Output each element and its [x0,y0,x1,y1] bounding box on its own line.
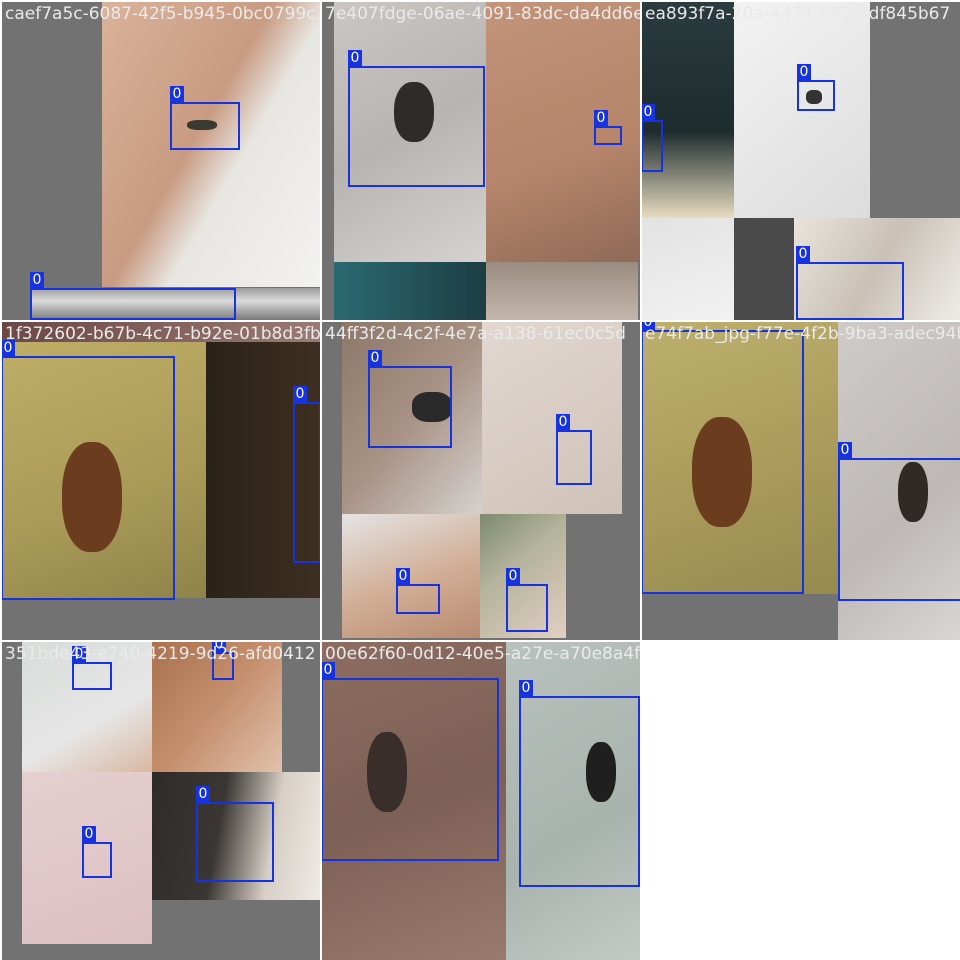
bbox: 0 [30,272,236,320]
bbox-class-label: 0 [519,680,533,697]
bbox: 0 [322,662,499,861]
mosquito-image [187,120,217,130]
bbox: 0 [2,340,175,600]
bbox-class-label: 0 [322,662,335,679]
bbox-class-label: 0 [796,246,810,263]
photo-white-crumple [642,218,734,320]
bbox: 0 [594,110,622,145]
photo-finger [342,514,480,638]
bbox: 0 [797,64,835,111]
filename-label: e74f7ab_jpg-f77e-4f2b-9ba3-adec94bb [645,324,960,344]
bbox: 0 [396,568,440,614]
photo-pink-palm [22,772,152,944]
tile-1: caef7a5c-6087-42f5-b945-0bc0799c7e46_jpg… [2,2,320,320]
bbox: 0 [519,680,640,887]
bbox-class-label: 0 [2,340,15,357]
bbox-class-label: 0 [82,826,96,843]
filename-label: ea893f7a-20a-4474-8683-df845b67 [645,4,951,24]
photo-top-strip [2,322,320,342]
tile-2: 7e407fdge-06ae-4091-83dc-da4dd6ee8313_jp… [322,2,640,320]
filename-label: 00e62f60-0d12-40e5-a27e-a70e8a4f919d_jpg [325,644,640,664]
photo-yellow-wall [642,322,838,594]
filename-label: 44ff3f2d-4c2f-4e7a-a138-61ec0c5d [325,324,626,344]
bbox: 0 [212,642,234,680]
photo-dark-wood [152,772,320,900]
bbox-class-label: 0 [368,350,382,367]
photo-dark-brown [206,342,320,598]
bbox-class-label: 0 [30,272,44,289]
photo-yellow-wall [2,342,206,598]
bbox-class-label: 0 [594,110,608,127]
bbox: 0 [642,104,663,172]
filename-label: 1f372602-b67b-4c71-b92e-01b8d3fb [5,324,320,344]
bbox-class-label: 0 [196,786,210,803]
bbox: 0 [642,322,804,594]
bbox: 0 [196,786,274,882]
photo-metal-strip [30,288,320,320]
bbox-class-label: 0 [212,642,226,653]
tile-3: ea893f7a-20a-4474-8683-df845b67 0 0 0 [642,2,960,320]
empty-slot [642,642,960,960]
photo-dark-gray [734,218,794,320]
bbox-class-label: 0 [72,646,86,663]
bbox: 0 [348,50,485,187]
photo-light-wood [794,218,960,320]
mosquito-image [806,90,822,104]
mosquito-image [367,732,407,812]
bbox: 0 [796,246,904,320]
bbox-class-label: 0 [556,414,570,431]
bbox: 0 [170,86,240,150]
mosquito-image [412,392,452,422]
bbox: 0 [506,568,548,632]
bbox-class-label: 0 [170,86,184,103]
bbox-class-label: 0 [797,64,811,81]
bbox: 0 [293,386,320,563]
photo-skin-arm [486,2,640,262]
bbox-class-label: 0 [506,568,520,585]
photo-finger-green [480,514,566,638]
bbox: 0 [556,414,592,485]
bbox-class-label: 0 [348,50,362,67]
bbox: 0 [838,442,960,601]
photo-hand-white-cloth [102,2,320,287]
filename-label: 351bde43-e740-4219-9d26-afd0412 [5,644,316,664]
bbox: 0 [82,826,112,878]
bbox-class-label: 0 [838,442,852,459]
photo-gray-fabric [838,322,960,640]
photo-wood-bench [342,322,482,514]
tile-7: 351bde43-e740-4219-9d26-afd0412 0 0 0 0 [2,642,320,960]
photo-brown-surface [322,642,506,960]
mosquito-image [586,742,616,802]
mosquito-image [62,442,122,552]
bbox: 0 [368,350,452,448]
photo-dark-teal [642,2,734,218]
photo-palm-hand [482,322,622,514]
photo-wood-grain [486,262,638,320]
tile-5: 44ff3f2d-4c2f-4e7a-a138-61ec0c5d 0 0 0 0 [322,322,640,640]
photo-teal-dark [334,262,486,320]
bbox-class-label: 0 [396,568,410,585]
mosquito-image [394,82,434,142]
bbox-class-label: 0 [293,386,307,403]
mosquito-image [898,462,928,522]
photo-wood-surface [334,2,486,262]
photo-finger-wood [152,642,282,772]
bbox: 0 [72,646,112,690]
filename-label: caef7a5c-6087-42f5-b945-0bc0799c7e46_jpg [5,4,320,24]
filename-label: 7e407fdge-06ae-4091-83dc-da4dd6ee8313_jp… [325,4,640,24]
tile-6: e74f7ab_jpg-f77e-4f2b-9ba3-adec94bb 0 0 [642,322,960,640]
tile-8: 00e62f60-0d12-40e5-a27e-a70e8a4f919d_jpg… [322,642,640,960]
mosquito-image [692,417,752,527]
tile-4: 1f372602-b67b-4c71-b92e-01b8d3fb 0 0 [2,322,320,640]
bbox-class-label: 0 [642,322,655,331]
bbox-class-label: 0 [642,104,655,121]
